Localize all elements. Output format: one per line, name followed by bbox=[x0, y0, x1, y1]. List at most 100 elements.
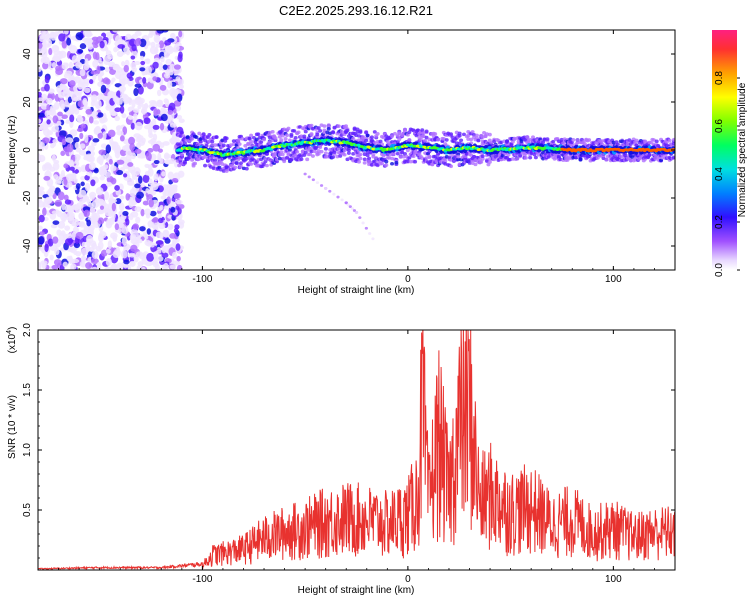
heatmap-noise-cell bbox=[125, 193, 130, 201]
heatmap-noise-cell bbox=[83, 224, 91, 234]
heatmap-noise-cell bbox=[82, 97, 88, 106]
heatmap-band-halo bbox=[289, 132, 294, 137]
heatmap-band-halo bbox=[561, 141, 566, 145]
heatmap-noise-cell bbox=[142, 77, 147, 84]
heatmap-noise-cell bbox=[153, 159, 160, 165]
heatmap-band-halo bbox=[487, 157, 492, 161]
svg-text:(x104): (x104) bbox=[6, 327, 18, 354]
heatmap-noise-cell bbox=[155, 43, 160, 48]
snr-x-ticks: -100 0 100 bbox=[37, 330, 676, 585]
heatmap-band-halo bbox=[364, 130, 369, 135]
heatmap-noise-cell bbox=[105, 153, 111, 162]
heatmap-noise-cell bbox=[148, 199, 154, 208]
heatmap-noise-cell bbox=[131, 99, 136, 108]
heatmap-noise-cell bbox=[152, 143, 161, 152]
heatmap-noise-cell bbox=[42, 207, 47, 216]
heatmap-band-halo bbox=[305, 157, 310, 162]
heatmap-band-halo bbox=[470, 130, 475, 134]
heatmap-band-halo bbox=[372, 130, 377, 134]
heatmap-band-halo bbox=[286, 126, 291, 131]
heatmap-band-halo bbox=[604, 158, 609, 162]
heatmap-noise-cell bbox=[90, 179, 96, 187]
heatmap-band-halo bbox=[575, 138, 580, 142]
heatmap-band-halo bbox=[647, 153, 652, 157]
heatmap-band-halo bbox=[213, 143, 218, 147]
heatmap-noise-cell bbox=[77, 49, 84, 54]
heatmap-noise-cell bbox=[100, 249, 108, 257]
heatmap-noise-cell bbox=[52, 236, 59, 244]
heatmap-noise-cell bbox=[131, 66, 137, 73]
heatmap-band-halo bbox=[308, 152, 313, 157]
heatmap-noise-cell bbox=[163, 72, 171, 79]
heatmap-band-halo bbox=[469, 137, 474, 142]
heatmap-band-halo bbox=[364, 138, 369, 143]
heatmap-noise-cell bbox=[52, 162, 60, 171]
heatmap-noise-cell bbox=[109, 193, 114, 203]
heatmap-noise-cell bbox=[140, 208, 145, 217]
heatmap-band-halo bbox=[264, 152, 269, 156]
spectrogram-panel: -100 0 100 -40 -20 0 20 40 Height of straight … bbox=[7, 29, 676, 296]
heatmap-noise-cell bbox=[60, 103, 66, 110]
heatmap-band-halo bbox=[449, 164, 454, 169]
heatmap-band-halo bbox=[369, 162, 374, 167]
heatmap-noise-cell bbox=[169, 117, 174, 126]
heatmap-noise-cell bbox=[127, 162, 134, 167]
heatmap-noise-cell bbox=[54, 124, 59, 133]
heatmap-noise-cell bbox=[75, 231, 84, 239]
colorbar-tick-label: 0.8 bbox=[714, 71, 725, 85]
heatmap-band-halo bbox=[287, 138, 292, 143]
heatmap-band-halo bbox=[180, 152, 185, 157]
heatmap-noise-cell bbox=[95, 186, 104, 196]
heatmap-noise-cell bbox=[144, 66, 149, 75]
heatmap-noise-cell bbox=[114, 185, 120, 191]
heatmap-noise-cell bbox=[114, 223, 120, 231]
heatmap-noise-cell bbox=[116, 50, 124, 57]
heatmap-noise-cell bbox=[171, 240, 177, 249]
x-tick-label: 100 bbox=[605, 274, 622, 285]
heatmap-trace-cell bbox=[332, 192, 336, 196]
heatmap-noise-cell bbox=[97, 100, 102, 109]
heatmap-noise-cell bbox=[142, 174, 150, 183]
heatmap-noise-cell bbox=[65, 237, 73, 246]
heatmap-noise-cell bbox=[120, 87, 125, 97]
heatmap-band-halo bbox=[449, 132, 454, 136]
heatmap-band-halo bbox=[533, 155, 538, 160]
heatmap-noise-cell bbox=[134, 148, 142, 154]
heatmap-noise-cell bbox=[112, 94, 118, 102]
heatmap-band-halo bbox=[433, 132, 438, 136]
heatmap-noise-cell bbox=[99, 60, 104, 67]
heatmap-noise-cell bbox=[121, 113, 127, 119]
heatmap-noise-cell bbox=[107, 240, 113, 250]
heatmap-noise-cell bbox=[84, 58, 89, 67]
heatmap-noise-cell bbox=[114, 107, 122, 113]
heatmap-noise-cell bbox=[136, 191, 144, 199]
heatmap-noise-cell bbox=[120, 250, 128, 259]
heatmap-band-halo bbox=[510, 157, 515, 161]
heatmap-noise-cell bbox=[155, 231, 163, 239]
heatmap-noise-cell bbox=[116, 130, 124, 136]
heatmap-noise-cell bbox=[98, 149, 107, 156]
heatmap-noise-cell bbox=[53, 259, 62, 266]
colorbar-gradient bbox=[712, 30, 737, 270]
heatmap-noise-cell bbox=[78, 221, 83, 227]
heatmap-noise-cell bbox=[130, 169, 136, 176]
heatmap-noise-cell bbox=[54, 247, 60, 256]
heatmap-band-halo bbox=[282, 159, 287, 164]
heatmap-band-halo bbox=[332, 150, 337, 154]
heatmap-noise-cell bbox=[51, 44, 60, 53]
heatmap-band-halo bbox=[500, 153, 505, 158]
heatmap-band-halo bbox=[473, 162, 478, 167]
heatmap-band-halo bbox=[262, 137, 267, 142]
heatmap-noise-cell bbox=[152, 261, 159, 268]
heatmap-band-halo bbox=[295, 150, 300, 154]
heatmap-band-halo bbox=[249, 133, 254, 138]
heatmap-band-halo bbox=[384, 159, 389, 164]
heatmap-noise-cell bbox=[97, 241, 104, 250]
heatmap-noise-cell bbox=[149, 46, 158, 55]
heatmap-noise-cell bbox=[89, 194, 95, 200]
heatmap-noise-cell bbox=[77, 92, 82, 100]
heatmap-noise-cell bbox=[178, 30, 183, 38]
heatmap-noise-cell bbox=[38, 140, 43, 149]
heatmap-noise-cell bbox=[128, 136, 136, 145]
